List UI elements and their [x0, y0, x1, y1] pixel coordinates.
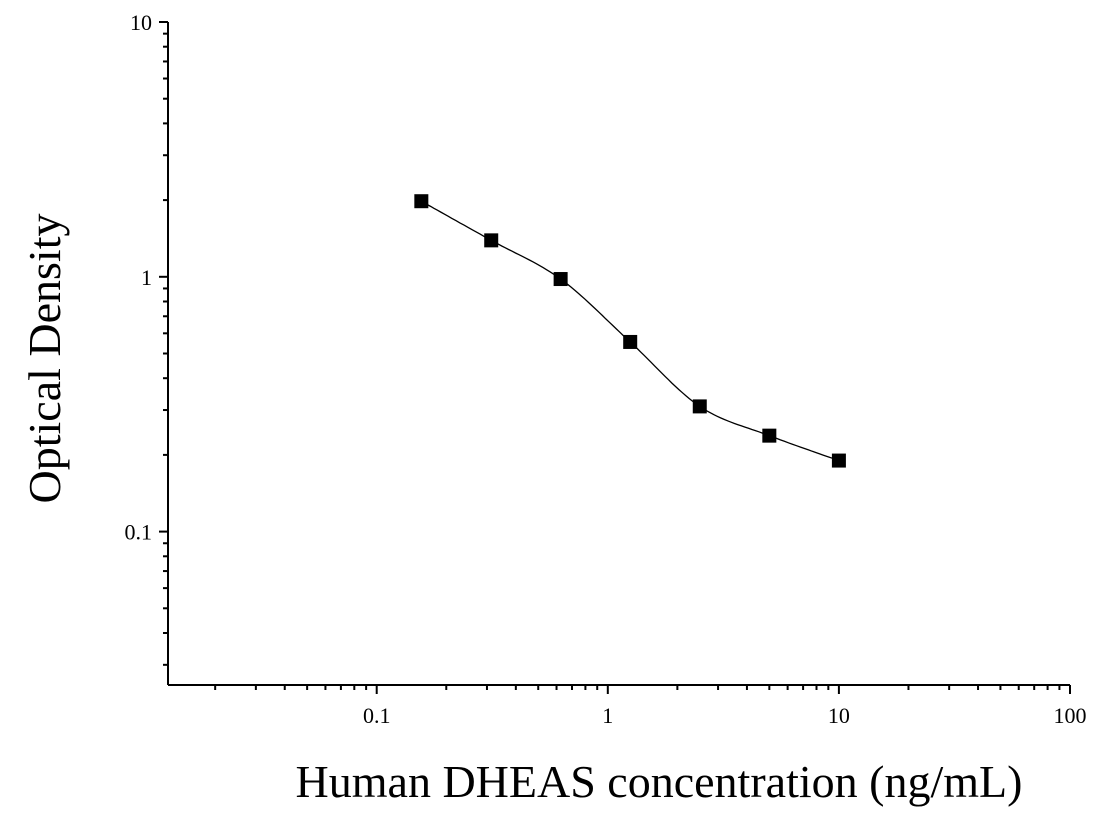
data-point [623, 334, 638, 349]
data-point [692, 399, 707, 414]
x-tick-label: 100 [1054, 703, 1087, 728]
x-tick-label: 0.1 [363, 703, 391, 728]
y-axis-title: Optical Density [19, 214, 70, 504]
fit-curve [420, 200, 840, 462]
data-point [762, 428, 777, 443]
x-tick-label: 10 [828, 703, 850, 728]
data-point [831, 453, 846, 468]
y-tick-label: 1 [141, 265, 152, 290]
data-point [484, 233, 499, 248]
y-tick-label: 0.1 [125, 520, 153, 545]
data-point [553, 272, 568, 287]
ticks [159, 21, 1071, 694]
x-axis-title: Human DHEAS concentration (ng/mL) [296, 756, 1023, 807]
data-point [414, 194, 429, 209]
y-tick-label: 10 [130, 10, 152, 35]
x-tick-label: 1 [602, 703, 613, 728]
data-markers [414, 194, 846, 468]
tick-labels: 0.1 1 10 100 0.1 1 10 [125, 10, 1087, 728]
axes [167, 22, 1070, 686]
